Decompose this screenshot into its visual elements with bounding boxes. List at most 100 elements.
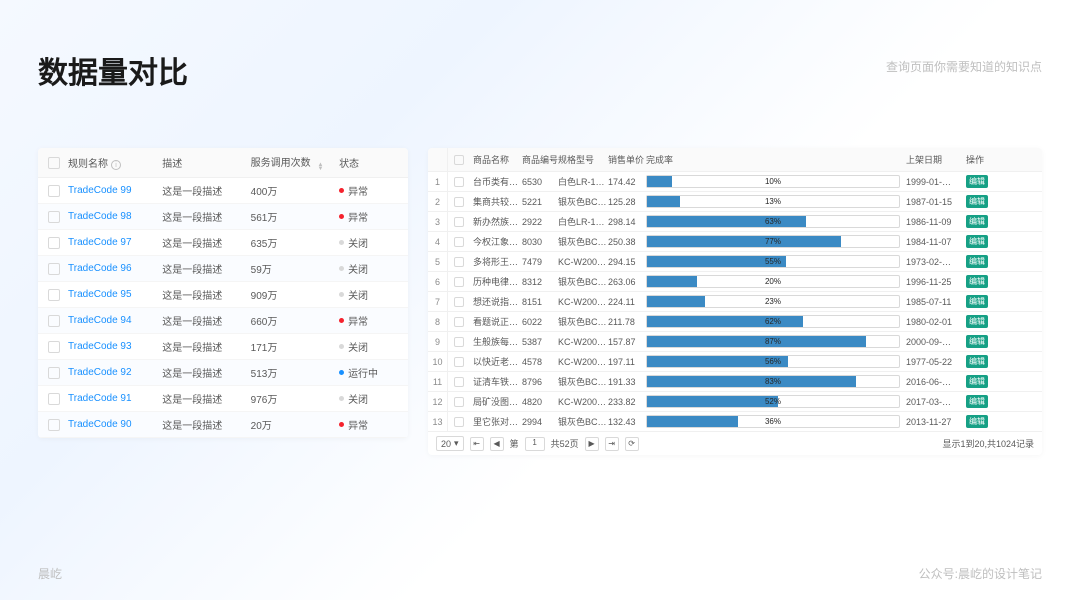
table-row[interactable]: TradeCode 90这是一段描述20万异常 — [38, 412, 408, 438]
row-checkbox[interactable] — [48, 263, 60, 275]
edit-button[interactable]: 编辑 — [966, 315, 1000, 328]
edit-button[interactable]: 编辑 — [966, 295, 1000, 308]
edit-button[interactable]: 编辑 — [966, 395, 1000, 408]
table-row[interactable]: 2集商共较议…5221银灰色BC…125.2813%1987-01-15编辑 — [428, 192, 1042, 212]
row-checkbox[interactable] — [448, 357, 470, 367]
edit-button[interactable]: 编辑 — [966, 275, 1000, 288]
first-page-button[interactable]: ⇤ — [470, 437, 484, 451]
rule-name-link[interactable]: TradeCode 96 — [68, 263, 162, 274]
table-row[interactable]: 5多将形王置…7479KC-W200…294.1555%1973-02-…编辑 — [428, 252, 1042, 272]
edit-button[interactable]: 编辑 — [966, 195, 1000, 208]
table-row[interactable]: TradeCode 93这是一段描述171万关闭 — [38, 334, 408, 360]
col-model[interactable]: 规格型号 — [558, 153, 608, 166]
product-name: 生般族每解… — [470, 335, 522, 348]
rule-name-link[interactable]: TradeCode 97 — [68, 237, 162, 248]
col-rule-name[interactable]: 规则名称i — [68, 155, 162, 170]
edit-button[interactable]: 编辑 — [966, 255, 1000, 268]
row-checkbox[interactable] — [48, 419, 60, 431]
row-checkbox[interactable] — [448, 397, 470, 407]
row-checkbox[interactable] — [448, 257, 470, 267]
row-checkbox[interactable] — [448, 197, 470, 207]
rule-name-link[interactable]: TradeCode 92 — [68, 367, 162, 378]
status-dot-icon — [339, 370, 344, 375]
table-row[interactable]: 4今权江象经…8030银灰色BC…250.3877%1984-11-07编辑 — [428, 232, 1042, 252]
next-page-button[interactable]: ▶ — [585, 437, 599, 451]
table-row[interactable]: 11证清车铁实…8796银灰色BC…191.3383%2016-06-…编辑 — [428, 372, 1042, 392]
table-row[interactable]: 13里它张对连…2994银灰色BC…132.4336%2013-11-27编辑 — [428, 412, 1042, 432]
edit-button[interactable]: 编辑 — [966, 355, 1000, 368]
table-row[interactable]: TradeCode 98这是一段描述561万异常 — [38, 204, 408, 230]
table-row[interactable]: 12局矿没图些…4820KC-W200…233.8252%2017-03-…编辑 — [428, 392, 1042, 412]
row-checkbox[interactable] — [448, 337, 470, 347]
row-checkbox[interactable] — [448, 217, 470, 227]
product-name: 集商共较议… — [470, 195, 522, 208]
col-product-code[interactable]: 商品编号 — [522, 153, 558, 166]
page-size-select[interactable]: 20▾ — [436, 436, 464, 451]
row-checkbox[interactable] — [48, 315, 60, 327]
row-checkbox[interactable] — [48, 211, 60, 223]
page-input[interactable]: 1 — [525, 437, 545, 451]
product-code: 5387 — [522, 337, 558, 347]
col-count[interactable]: 服务调用次数 ▲▼ — [251, 154, 339, 171]
rule-name-link[interactable]: TradeCode 91 — [68, 393, 162, 404]
col-desc[interactable]: 描述 — [162, 155, 250, 170]
table-row[interactable]: 10以快近老样…4578KC-W200…197.1156%1977-05-22编… — [428, 352, 1042, 372]
table-row[interactable]: 3新办然族集…2922白色LR-16…298.1463%1986-11-09编辑 — [428, 212, 1042, 232]
edit-button[interactable]: 编辑 — [966, 375, 1000, 388]
table-row[interactable]: TradeCode 96这是一段描述59万关闭 — [38, 256, 408, 282]
row-checkbox[interactable] — [48, 341, 60, 353]
edit-button[interactable]: 编辑 — [966, 335, 1000, 348]
edit-button[interactable]: 编辑 — [966, 215, 1000, 228]
table-row[interactable]: 7想还说指省…8151KC-W200…224.1123%1985-07-11编辑 — [428, 292, 1042, 312]
col-price[interactable]: 销售单价 — [608, 153, 646, 166]
row-checkbox[interactable] — [48, 185, 60, 197]
rule-name-link[interactable]: TradeCode 98 — [68, 211, 162, 222]
rule-name-link[interactable]: TradeCode 99 — [68, 185, 162, 196]
edit-button[interactable]: 编辑 — [966, 415, 1000, 428]
table-row[interactable]: 8看题说正声…6022银灰色BC…211.7862%1980-02-01编辑 — [428, 312, 1042, 332]
rule-status: 关闭 — [339, 339, 398, 354]
row-checkbox[interactable] — [448, 177, 470, 187]
table-row[interactable]: TradeCode 95这是一段描述909万关闭 — [38, 282, 408, 308]
table-row[interactable]: 6历种电律内…8312银灰色BC…263.0620%1996-11-25编辑 — [428, 272, 1042, 292]
row-checkbox[interactable] — [448, 317, 470, 327]
refresh-button[interactable]: ⟳ — [625, 437, 639, 451]
col-progress[interactable]: 完成率 — [646, 153, 906, 166]
row-checkbox[interactable] — [448, 377, 470, 387]
edit-button[interactable]: 编辑 — [966, 235, 1000, 248]
table-row[interactable]: TradeCode 99这是一段描述400万异常 — [38, 178, 408, 204]
product-name: 多将形王置… — [470, 255, 522, 268]
row-checkbox[interactable] — [48, 237, 60, 249]
select-all-checkbox[interactable] — [48, 157, 60, 169]
row-checkbox[interactable] — [448, 277, 470, 287]
row-checkbox[interactable] — [448, 237, 470, 247]
row-checkbox[interactable] — [448, 297, 470, 307]
prev-page-button[interactable]: ◀ — [490, 437, 504, 451]
row-checkbox[interactable] — [48, 393, 60, 405]
page-subtitle: 查询页面你需要知道的知识点 — [886, 58, 1042, 75]
table-row[interactable]: TradeCode 97这是一段描述635万关闭 — [38, 230, 408, 256]
table-row[interactable]: TradeCode 91这是一段描述976万关闭 — [38, 386, 408, 412]
col-date[interactable]: 上架日期 — [906, 153, 966, 166]
rule-name-link[interactable]: TradeCode 90 — [68, 419, 162, 430]
rule-name-link[interactable]: TradeCode 94 — [68, 315, 162, 326]
table-row[interactable]: TradeCode 92这是一段描述513万运行中 — [38, 360, 408, 386]
col-product-name[interactable]: 商品名称 — [470, 153, 522, 166]
col-op[interactable]: 操作 — [966, 153, 1000, 166]
sort-icon[interactable]: ▲▼ — [317, 163, 323, 171]
row-checkbox[interactable] — [48, 289, 60, 301]
row-checkbox[interactable] — [448, 417, 470, 427]
edit-button[interactable]: 编辑 — [966, 175, 1000, 188]
rule-name-link[interactable]: TradeCode 95 — [68, 289, 162, 300]
product-price: 294.15 — [608, 257, 646, 267]
table-row[interactable]: TradeCode 94这是一段描述660万异常 — [38, 308, 408, 334]
col-status[interactable]: 状态 — [339, 155, 398, 170]
row-checkbox[interactable] — [48, 367, 60, 379]
info-icon[interactable]: i — [111, 160, 121, 170]
select-all-checkbox-r[interactable] — [448, 155, 470, 165]
table-row[interactable]: 9生般族每解…5387KC-W200…157.8787%2000-09-…编辑 — [428, 332, 1042, 352]
rule-name-link[interactable]: TradeCode 93 — [68, 341, 162, 352]
row-index: 11 — [428, 372, 448, 391]
table-row[interactable]: 1台币类有行…6530白色LR-16…174.4210%1999-01-…编辑 — [428, 172, 1042, 192]
last-page-button[interactable]: ⇥ — [605, 437, 619, 451]
